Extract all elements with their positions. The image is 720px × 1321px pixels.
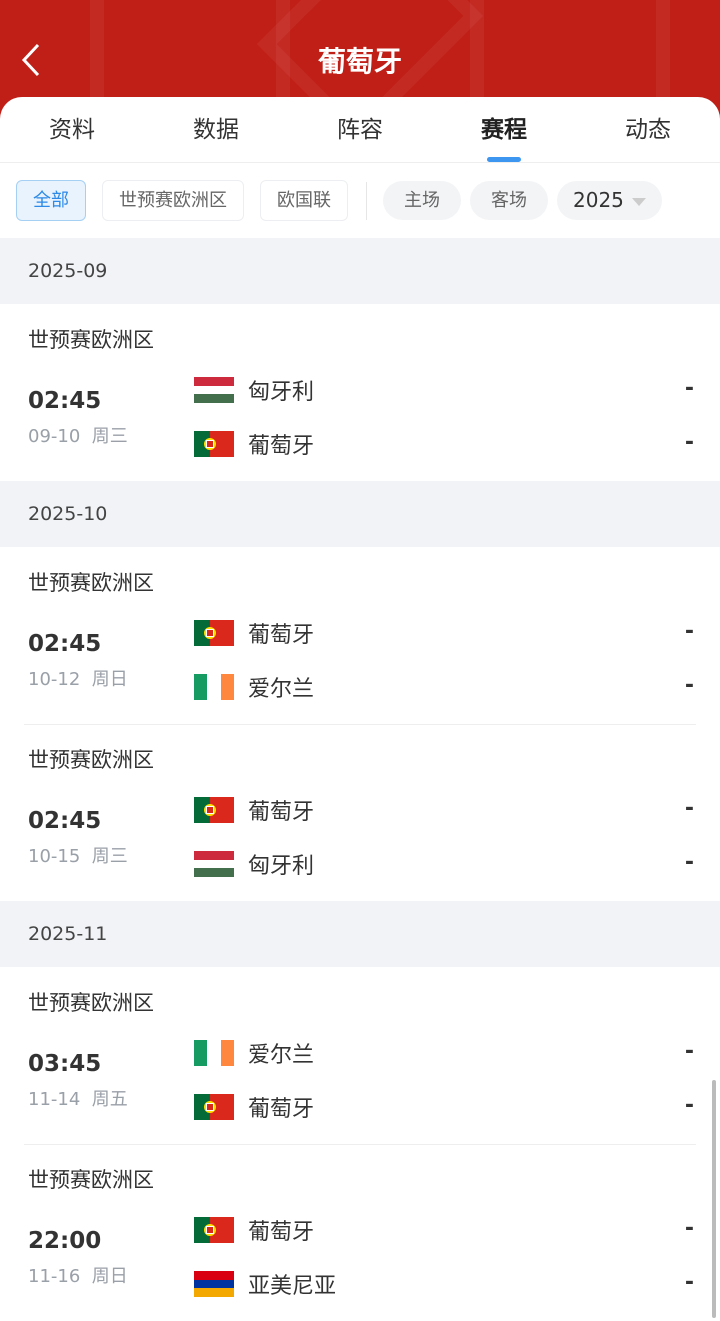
chevron-left-icon: [21, 43, 40, 77]
armenia-flag-icon: [194, 1271, 234, 1297]
home-score: -: [684, 1039, 694, 1064]
portugal-flag-icon: [194, 620, 234, 646]
portugal-flag-icon: [194, 1217, 234, 1243]
hungary-flag-icon: [194, 851, 234, 877]
match-item[interactable]: 世预赛欧洲区 02:45 09-10 周三 匈牙利 葡萄牙 - -: [0, 304, 720, 481]
weekday: 周五: [91, 1089, 128, 1110]
tab-info[interactable]: 资料: [49, 117, 95, 143]
match-item[interactable]: 世预赛欧洲区 02:45 10-15 周三 葡萄牙 匈牙利 - -: [0, 724, 720, 901]
match-time: 03:45: [28, 1051, 102, 1077]
home-score: -: [684, 1216, 694, 1241]
date: 09-10: [28, 426, 81, 447]
date: 10-12: [28, 669, 81, 690]
away-team: 葡萄牙: [194, 1092, 314, 1122]
date: 10-15: [28, 846, 81, 867]
weekday: 周日: [91, 1266, 128, 1287]
team-name: 匈牙利: [248, 380, 315, 405]
filter-away[interactable]: 客场: [470, 181, 548, 220]
tab-news[interactable]: 动态: [625, 117, 671, 143]
team-name: 葡萄牙: [248, 1097, 315, 1122]
home-team: 葡萄牙: [194, 1215, 314, 1245]
away-score: -: [684, 430, 694, 455]
match-date: 10-15 周三: [28, 842, 128, 868]
match-item[interactable]: 世预赛欧洲区 02:45 10-12 周日 葡萄牙 爱尔兰 - -: [0, 547, 720, 724]
month-header: 2025-09: [0, 238, 720, 304]
schedule-list: 2025-09 世预赛欧洲区 02:45 09-10 周三 匈牙利 葡萄牙 - …: [0, 238, 720, 1321]
home-score: -: [684, 619, 694, 644]
match-time: 22:00: [28, 1228, 102, 1254]
away-team: 葡萄牙: [194, 429, 314, 459]
date: 11-16: [28, 1266, 81, 1287]
date: 11-14: [28, 1089, 81, 1110]
filter-nations-league[interactable]: 欧国联: [260, 180, 348, 221]
away-score: -: [684, 673, 694, 698]
month-header: 2025-11: [0, 901, 720, 967]
home-team: 葡萄牙: [194, 795, 314, 825]
competition-name: 世预赛欧洲区: [28, 748, 154, 772]
back-button[interactable]: [18, 40, 58, 80]
away-score: -: [684, 850, 694, 875]
team-name: 葡萄牙: [248, 800, 315, 825]
competition-name: 世预赛欧洲区: [28, 571, 154, 595]
divider: [366, 181, 367, 220]
weekday: 周三: [91, 846, 128, 867]
year-select[interactable]: 2025: [557, 181, 662, 220]
portugal-flag-icon: [194, 797, 234, 823]
portugal-flag-icon: [194, 1094, 234, 1120]
competition-name: 世预赛欧洲区: [28, 328, 154, 352]
match-item[interactable]: 世预赛欧洲区 03:45 11-14 周五 爱尔兰 葡萄牙 - -: [0, 967, 720, 1144]
away-score: -: [684, 1093, 694, 1118]
away-team: 匈牙利: [194, 849, 314, 879]
home-team: 葡萄牙: [194, 618, 314, 648]
match-time: 02:45: [28, 388, 102, 414]
filter-all[interactable]: 全部: [16, 180, 86, 221]
competition-name: 世预赛欧洲区: [28, 991, 154, 1015]
tab-squad[interactable]: 阵容: [337, 117, 383, 143]
filter-bar: 全部 世预赛欧洲区 欧国联 主场 客场 2025: [0, 163, 720, 238]
caret-down-icon: [631, 197, 646, 206]
match-time: 02:45: [28, 808, 102, 834]
scrollbar[interactable]: [712, 1080, 716, 1318]
match-date: 10-12 周日: [28, 665, 128, 691]
hungary-flag-icon: [194, 377, 234, 403]
away-team: 亚美尼亚: [194, 1269, 336, 1299]
match-date: 09-10 周三: [28, 422, 128, 448]
tab-stats[interactable]: 数据: [193, 117, 239, 143]
ireland-flag-icon: [194, 674, 234, 700]
team-name: 爱尔兰: [248, 1043, 315, 1068]
team-name: 葡萄牙: [248, 434, 315, 459]
home-score: -: [684, 796, 694, 821]
content-card: 资料 数据 阵容 赛程 动态 全部 世预赛欧洲区 欧国联 主场 客场 2025 …: [0, 97, 720, 1318]
match-item[interactable]: 世预赛欧洲区 22:00 11-16 周日 葡萄牙 亚美尼亚 - -: [0, 1144, 720, 1321]
weekday: 周日: [91, 669, 128, 690]
home-score: -: [684, 376, 694, 401]
team-name: 匈牙利: [248, 854, 315, 879]
match-time: 02:45: [28, 631, 102, 657]
team-name: 葡萄牙: [248, 623, 315, 648]
match-date: 11-16 周日: [28, 1262, 128, 1288]
away-team: 爱尔兰: [194, 672, 314, 702]
home-team: 爱尔兰: [194, 1038, 314, 1068]
team-name: 爱尔兰: [248, 677, 315, 702]
ireland-flag-icon: [194, 1040, 234, 1066]
away-score: -: [684, 1270, 694, 1295]
filter-wcq-europe[interactable]: 世预赛欧洲区: [102, 180, 244, 221]
month-header: 2025-10: [0, 481, 720, 547]
page-title: 葡萄牙: [317, 45, 402, 78]
weekday: 周三: [91, 426, 128, 447]
team-name: 亚美尼亚: [248, 1274, 337, 1299]
year-value: 2025: [573, 188, 624, 212]
competition-name: 世预赛欧洲区: [28, 1168, 154, 1192]
home-team: 匈牙利: [194, 375, 314, 405]
match-date: 11-14 周五: [28, 1085, 128, 1111]
tab-bar: 资料 数据 阵容 赛程 动态: [0, 97, 720, 163]
tab-schedule[interactable]: 赛程: [432, 97, 576, 162]
filter-home[interactable]: 主场: [383, 181, 461, 220]
portugal-flag-icon: [194, 431, 234, 457]
team-name: 葡萄牙: [248, 1220, 315, 1245]
